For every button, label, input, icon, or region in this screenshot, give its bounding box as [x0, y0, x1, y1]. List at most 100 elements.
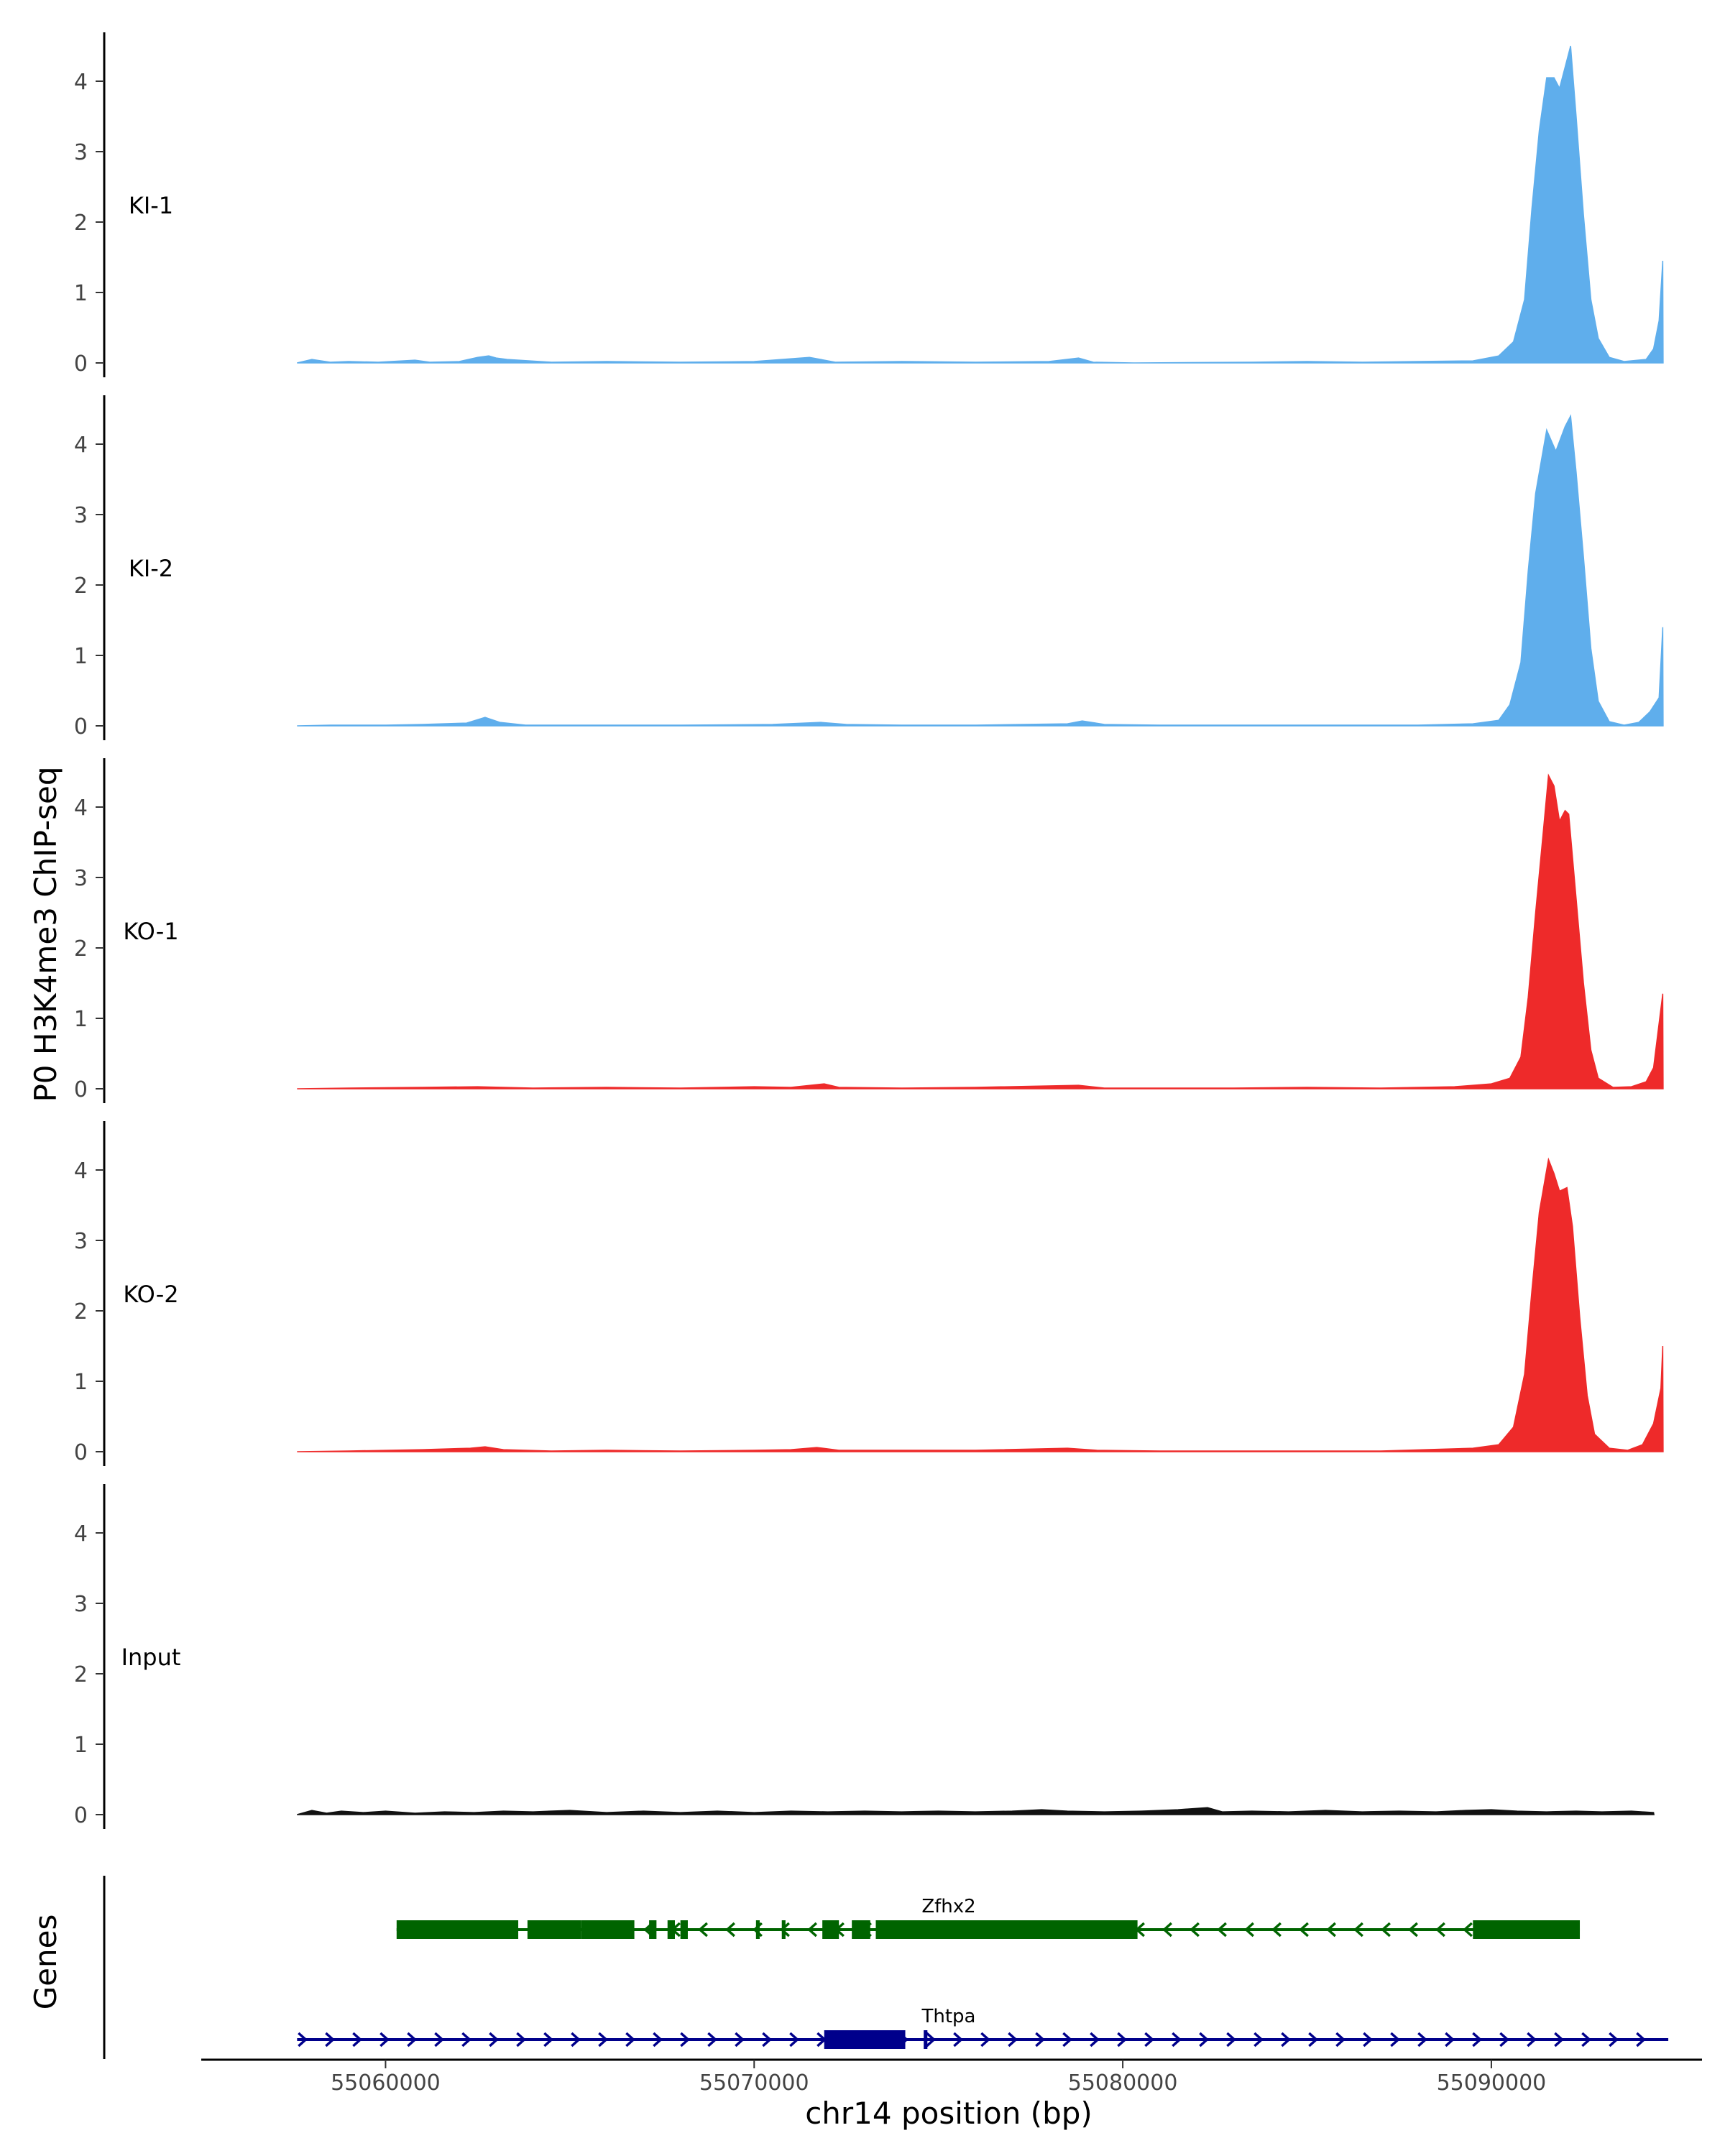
y-tick-label: 2 — [74, 573, 88, 599]
strand-arrow — [1144, 2032, 1154, 2047]
strand-arrow — [625, 2032, 635, 2047]
y-tick-label: 3 — [74, 1229, 88, 1254]
strand-arrow — [735, 2032, 745, 2047]
gene-exon — [781, 1920, 786, 1939]
gene-thtpa: Thtpa — [297, 2006, 1669, 2049]
gene-zfhx2: Zfhx2 — [396, 1896, 1581, 1939]
y-tick-label: 4 — [74, 1158, 88, 1184]
x-tick-label: 55060000 — [331, 2070, 441, 2096]
y-tick-label: 0 — [74, 1440, 88, 1465]
strand-arrow — [980, 2032, 990, 2047]
strand-arrow — [1527, 2032, 1537, 2047]
strand-arrow — [953, 2032, 963, 2047]
strand-arrow — [1226, 2032, 1236, 2047]
y-tick-label: 1 — [74, 1007, 88, 1032]
strand-arrow — [1190, 1922, 1200, 1938]
strand-arrow — [571, 2032, 581, 2047]
signal-area-ki-2 — [297, 414, 1664, 727]
y-tick-label: 4 — [74, 433, 88, 458]
strand-arrow — [1609, 2032, 1619, 2047]
x-tick-label: 55070000 — [699, 2070, 809, 2096]
gene-exon — [649, 1920, 657, 1939]
y-tick-label: 0 — [74, 1803, 88, 1828]
strand-arrow — [1472, 2032, 1482, 2047]
gene-exon — [924, 2030, 928, 2049]
gene-exon — [680, 1920, 688, 1939]
signal-area-ko-1 — [297, 773, 1664, 1089]
strand-arrow — [1636, 2032, 1646, 2047]
signal-area-ki-1 — [297, 45, 1664, 364]
y-tick-label: 3 — [74, 1592, 88, 1617]
gene-exon — [822, 1920, 840, 1939]
track-label: KI-2 — [129, 555, 173, 582]
strand-arrow — [1417, 2032, 1427, 2047]
strand-arrow — [352, 2032, 362, 2047]
strand-arrow — [434, 2032, 444, 2047]
strand-arrow — [680, 2032, 690, 2047]
strand-arrow — [1162, 1922, 1172, 1938]
gene-exon — [667, 1920, 675, 1939]
strand-arrow — [1353, 1922, 1363, 1938]
strand-arrow — [1381, 1922, 1391, 1938]
y-tick-label: 2 — [74, 1662, 88, 1687]
x-tick-label: 55080000 — [1068, 2070, 1178, 2096]
track-ko-2: 0 1 2 3 4 KO-2 — [74, 1121, 1664, 1466]
strand-arrow — [1308, 2032, 1318, 2047]
strand-arrow — [698, 1922, 708, 1938]
strand-arrow — [707, 2032, 717, 2047]
strand-arrow — [516, 2032, 526, 2047]
strand-arrow — [1254, 2032, 1264, 2047]
strand-arrow — [1035, 2032, 1045, 2047]
strand-arrow — [1445, 2032, 1455, 2047]
strand-arrow — [725, 1922, 735, 1938]
y-tick-label: 1 — [74, 281, 88, 306]
x-axis: 55060000 55070000 55080000 55090000 — [201, 2058, 1702, 2096]
y-axis-label: P0 H3K4me3 ChIP-seq — [28, 766, 63, 1102]
strand-arrow — [1326, 1922, 1336, 1938]
strand-arrow — [1463, 1922, 1473, 1938]
strand-arrow — [1299, 1922, 1309, 1938]
strand-arrow — [1581, 2032, 1591, 2047]
y-tick-label: 1 — [74, 644, 88, 669]
strand-arrow — [1244, 1922, 1254, 1938]
strand-arrow — [325, 2032, 335, 2047]
strand-arrow — [789, 2032, 799, 2047]
strand-arrow — [1435, 1922, 1445, 1938]
strand-arrow — [1554, 2032, 1564, 2047]
gene-exon — [755, 1920, 760, 1939]
strand-arrow — [598, 2032, 608, 2047]
y-tick-label: 1 — [74, 1370, 88, 1395]
genes-panel: Zfhx2 Thtpa — [103, 1876, 1669, 2059]
y-tick-label: 4 — [74, 1521, 88, 1547]
y-tick-label: 4 — [74, 796, 88, 821]
y-tick-label: 2 — [74, 211, 88, 236]
genes-axis-label: Genes — [28, 1915, 63, 2010]
y-tick-label: 3 — [74, 140, 88, 165]
strand-arrow — [1408, 1922, 1418, 1938]
strand-arrow — [1281, 2032, 1291, 2047]
gene-exon — [527, 1920, 581, 1939]
y-tick-label: 4 — [74, 70, 88, 95]
strand-arrow — [1335, 2032, 1346, 2047]
x-axis-label: chr14 position (bp) — [805, 2096, 1092, 2131]
y-tick-label: 3 — [74, 503, 88, 528]
y-tick-label: 1 — [74, 1733, 88, 1758]
strand-arrow — [1117, 2032, 1127, 2047]
gene-name-label: Thtpa — [921, 2006, 976, 2027]
track-label: Input — [121, 1644, 181, 1671]
strand-arrow — [543, 2032, 553, 2047]
gene-exon — [824, 2030, 906, 2049]
gene-exon — [852, 1920, 870, 1939]
x-tick-label: 55090000 — [1437, 2070, 1547, 2096]
strand-arrow — [926, 2032, 936, 2047]
strand-arrow — [489, 2032, 499, 2047]
gene-exon — [1473, 1920, 1581, 1939]
signal-area-ko-2 — [297, 1157, 1664, 1452]
track-label: KO-2 — [123, 1281, 178, 1308]
track-label: KI-1 — [129, 192, 173, 219]
gene-name-label: Zfhx2 — [921, 1896, 975, 1917]
gene-exon — [581, 1920, 635, 1939]
strand-arrow — [807, 1922, 817, 1938]
strand-arrow — [1390, 2032, 1400, 2047]
